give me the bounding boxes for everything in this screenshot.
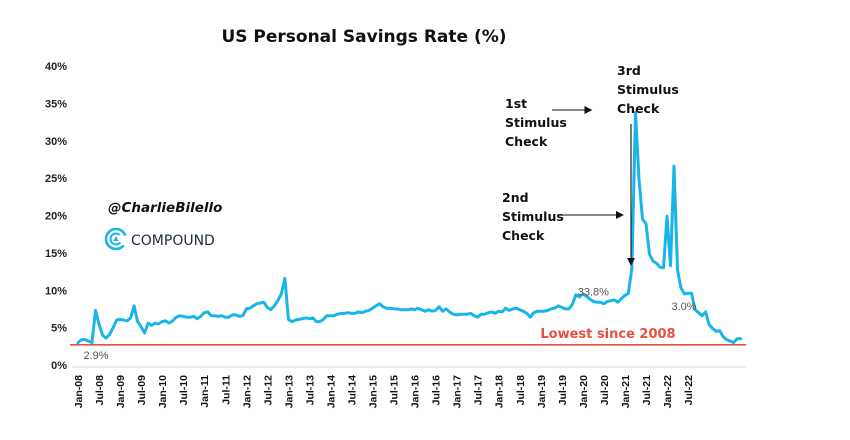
y-tick-label: 5% bbox=[51, 323, 67, 335]
x-tick-label: Jan-08 bbox=[73, 375, 85, 408]
chart-title: US Personal Savings Rate (%) bbox=[221, 27, 506, 47]
y-tick-label: 0% bbox=[51, 360, 67, 372]
reference-line-label: Lowest since 2008 bbox=[540, 327, 675, 342]
x-axis: Jan-08 Jul-08 Jan-09 Jul-09 Jan-10 Jul-10 Jan-… bbox=[73, 375, 695, 408]
annotation-text: 2nd Stimulus Check bbox=[502, 190, 564, 243]
x-tick-label: Jul-17 bbox=[473, 375, 485, 406]
y-tick-label: 35% bbox=[45, 98, 67, 110]
x-tick-label: Jan-09 bbox=[115, 375, 127, 408]
x-tick-label: Jan-16 bbox=[410, 375, 422, 408]
x-tick-label: Jul-21 bbox=[641, 375, 653, 406]
x-tick-label: Jan-13 bbox=[283, 375, 295, 408]
x-tick-label: Jan-20 bbox=[578, 375, 590, 408]
x-tick-label: Jul-11 bbox=[220, 375, 232, 405]
watermark-handle: @CharlieBilello bbox=[108, 200, 222, 216]
y-tick-label: 40% bbox=[45, 61, 67, 73]
y-tick-label: 10% bbox=[45, 285, 67, 297]
annotation-text: 1st Stimulus Check bbox=[505, 96, 567, 149]
data-labels: 2.9% 33.8% 3.0% bbox=[83, 286, 696, 361]
x-tick-label: Jul-19 bbox=[557, 375, 569, 406]
annotations: 1st Stimulus Check 2nd Stimulus Check 3rd Stimu… bbox=[502, 63, 679, 266]
x-tick-label: Jul-16 bbox=[431, 375, 443, 406]
x-tick-label: Jan-14 bbox=[325, 375, 337, 408]
y-tick-label: 20% bbox=[45, 211, 67, 223]
x-tick-label: Jul-12 bbox=[262, 375, 274, 406]
x-tick-label: Jul-22 bbox=[683, 375, 695, 406]
x-tick-label: Jan-15 bbox=[368, 375, 380, 408]
y-tick-label: 25% bbox=[45, 173, 67, 185]
x-tick-label: Jan-11 bbox=[199, 375, 211, 408]
series-line bbox=[76, 110, 743, 345]
data-label: 2.9% bbox=[83, 350, 108, 362]
watermark: @CharlieBilello COMPOUND bbox=[104, 200, 222, 251]
x-tick-label: Jan-19 bbox=[536, 375, 548, 408]
x-tick-label: Jul-10 bbox=[178, 375, 190, 406]
x-tick-label: Jan-12 bbox=[241, 375, 253, 408]
x-tick-label: Jul-09 bbox=[136, 375, 148, 406]
watermark-brand: COMPOUND bbox=[131, 233, 215, 249]
data-label: 33.8% bbox=[578, 286, 609, 298]
x-tick-label: Jan-10 bbox=[157, 375, 169, 408]
annotation-text: 3rd Stimulus Check bbox=[617, 63, 679, 116]
x-tick-label: Jul-14 bbox=[346, 375, 358, 406]
reference-line-group: Lowest since 2008 bbox=[70, 327, 747, 346]
x-tick-label: Jan-18 bbox=[494, 375, 506, 408]
y-axis: 0% 5% 10% 15% 20% 25% 30% 35% 40% bbox=[45, 61, 67, 372]
compound-logo-icon bbox=[104, 227, 128, 251]
x-tick-label: Jan-21 bbox=[620, 375, 632, 408]
x-tick-label: Jul-08 bbox=[94, 375, 106, 406]
series-group bbox=[76, 110, 743, 345]
x-tick-label: Jul-13 bbox=[304, 375, 316, 406]
x-tick-label: Jan-22 bbox=[662, 375, 674, 408]
y-tick-label: 30% bbox=[45, 136, 67, 148]
x-tick-label: Jan-17 bbox=[452, 375, 464, 408]
data-label: 3.0% bbox=[672, 301, 697, 313]
x-tick-label: Jul-18 bbox=[515, 375, 527, 406]
x-tick-label: Jul-15 bbox=[389, 375, 401, 406]
x-tick-label: Jul-20 bbox=[599, 375, 611, 406]
y-tick-label: 15% bbox=[45, 248, 67, 260]
